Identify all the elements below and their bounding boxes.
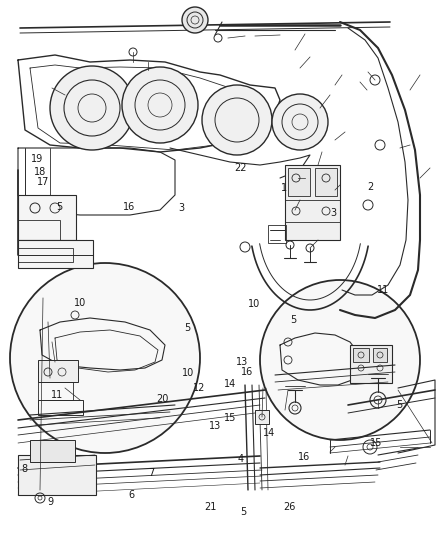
Bar bbox=[18, 455, 96, 495]
Text: 16: 16 bbox=[298, 453, 311, 462]
Text: 15: 15 bbox=[370, 439, 382, 448]
Bar bbox=[38, 382, 73, 400]
Bar bbox=[350, 345, 392, 383]
Text: 7: 7 bbox=[148, 469, 154, 478]
Bar bbox=[353, 348, 369, 362]
Circle shape bbox=[202, 85, 272, 155]
Bar bbox=[285, 165, 340, 240]
Text: 5: 5 bbox=[396, 400, 403, 410]
Text: 14: 14 bbox=[263, 428, 276, 438]
Text: 8: 8 bbox=[21, 464, 27, 474]
Bar bbox=[255, 410, 269, 424]
Bar bbox=[373, 348, 387, 362]
Circle shape bbox=[10, 263, 200, 453]
Text: 13: 13 bbox=[209, 422, 222, 431]
Text: 5: 5 bbox=[240, 507, 246, 516]
Text: 26: 26 bbox=[283, 503, 295, 512]
Bar bbox=[268, 225, 286, 243]
Text: 5: 5 bbox=[56, 202, 62, 212]
Text: 21: 21 bbox=[204, 503, 216, 512]
Text: 10: 10 bbox=[74, 298, 86, 308]
Text: 20: 20 bbox=[156, 394, 168, 403]
Bar bbox=[38, 360, 78, 382]
Bar bbox=[38, 400, 83, 415]
Text: 18: 18 bbox=[34, 167, 46, 176]
Text: 16: 16 bbox=[241, 367, 254, 377]
Text: 6: 6 bbox=[128, 490, 134, 499]
Text: 3: 3 bbox=[330, 208, 336, 218]
Circle shape bbox=[272, 94, 328, 150]
Bar bbox=[292, 114, 308, 130]
Bar bbox=[18, 240, 93, 268]
Text: 11: 11 bbox=[51, 391, 63, 400]
Bar bbox=[288, 168, 310, 196]
Bar bbox=[285, 200, 340, 222]
Text: 5: 5 bbox=[184, 323, 191, 333]
Text: 4: 4 bbox=[238, 455, 244, 464]
Bar bbox=[315, 168, 337, 196]
Text: 22: 22 bbox=[234, 163, 246, 173]
Text: 11: 11 bbox=[377, 286, 389, 295]
Text: 13: 13 bbox=[236, 358, 248, 367]
Bar bbox=[30, 440, 75, 462]
Bar bbox=[18, 195, 76, 240]
Text: 1: 1 bbox=[281, 183, 287, 192]
Text: 15: 15 bbox=[224, 413, 236, 423]
Circle shape bbox=[122, 67, 198, 143]
Text: 19: 19 bbox=[31, 154, 43, 164]
Text: 16: 16 bbox=[123, 202, 135, 212]
Text: 2: 2 bbox=[367, 182, 373, 191]
Text: 14: 14 bbox=[224, 379, 236, 389]
Text: 5: 5 bbox=[290, 315, 297, 325]
Text: 3: 3 bbox=[179, 203, 185, 213]
Circle shape bbox=[182, 7, 208, 33]
Circle shape bbox=[260, 280, 420, 440]
Bar bbox=[18, 248, 73, 262]
Text: 12: 12 bbox=[193, 383, 205, 393]
Text: 17: 17 bbox=[37, 177, 49, 187]
Text: 10: 10 bbox=[182, 368, 194, 378]
Text: 9: 9 bbox=[47, 497, 53, 507]
Bar bbox=[18, 220, 60, 250]
Text: 10: 10 bbox=[248, 299, 260, 309]
Circle shape bbox=[50, 66, 134, 150]
